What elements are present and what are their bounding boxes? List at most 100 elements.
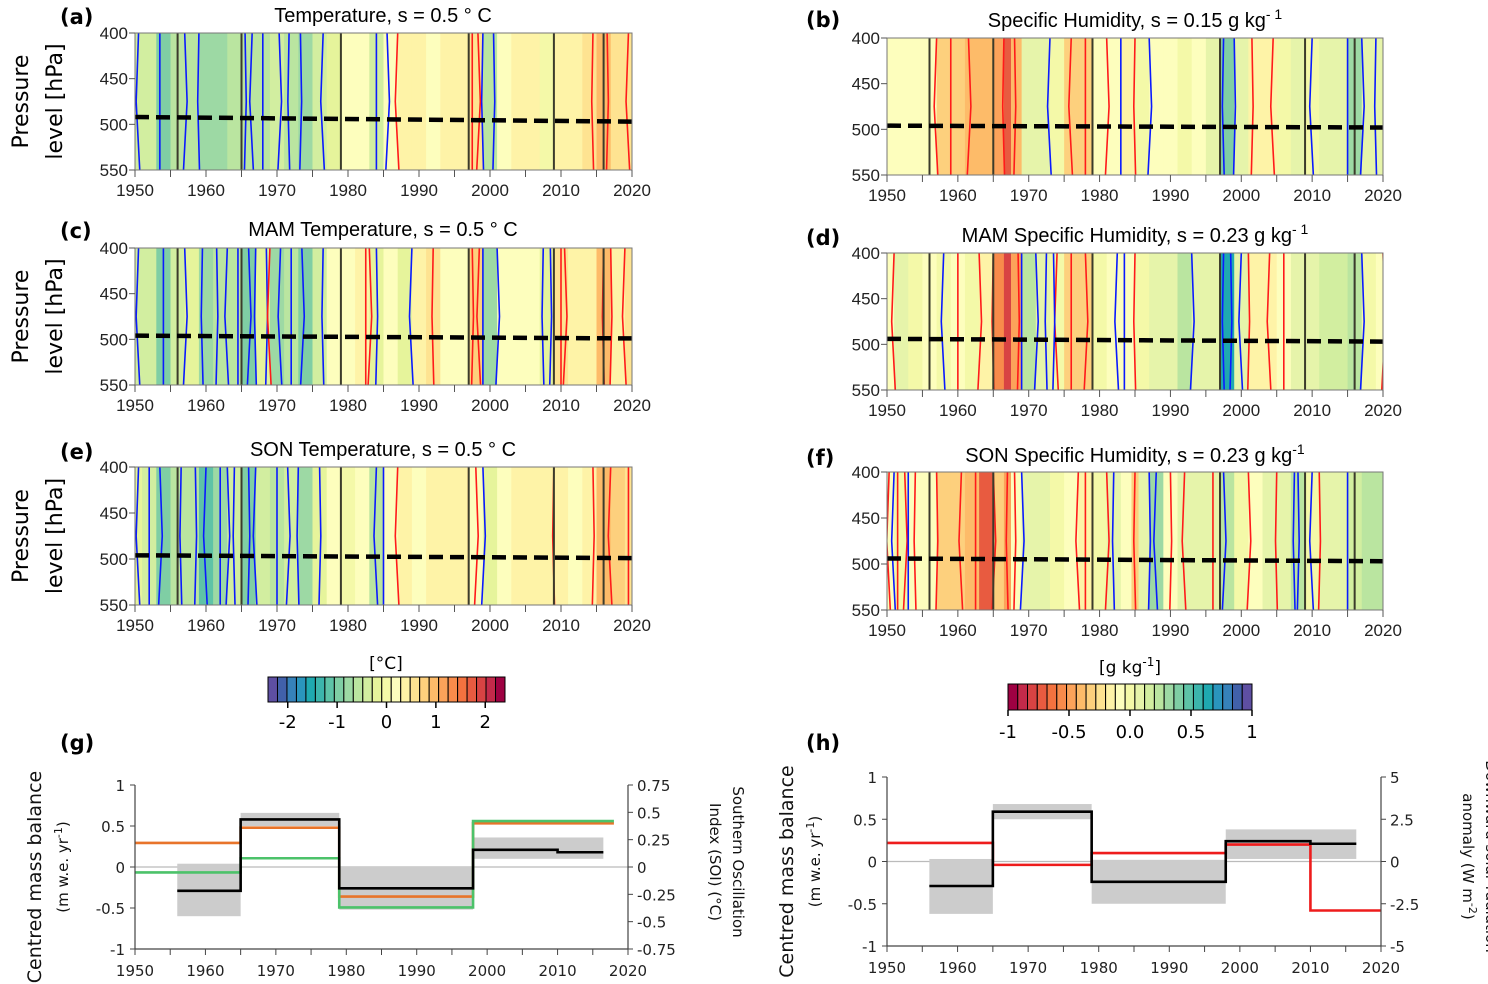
colorbar-swatch bbox=[371, 676, 383, 703]
heatmap-cell bbox=[979, 253, 994, 390]
heatmap-cell bbox=[1163, 472, 1179, 610]
heatmap-cell bbox=[298, 248, 314, 385]
heatmap-cell bbox=[1138, 472, 1150, 610]
contour-line bbox=[157, 467, 164, 605]
heatmap-cell bbox=[1163, 38, 1179, 175]
contour-line bbox=[277, 248, 283, 385]
contour-line bbox=[1052, 253, 1056, 390]
y-axis-units-label: (m w.e. yr-1) bbox=[804, 816, 824, 908]
heatmap-cell bbox=[284, 33, 299, 170]
heatmap-cell bbox=[440, 33, 456, 170]
contour-line bbox=[248, 33, 255, 170]
heatmap-cell bbox=[1021, 38, 1037, 175]
x-tick-label: 1980 bbox=[329, 616, 367, 635]
contour-line bbox=[591, 467, 595, 605]
heatmap-cell bbox=[1375, 253, 1383, 390]
units-text-end: ) bbox=[806, 816, 824, 822]
y2-tick-label: -0.25 bbox=[637, 886, 676, 904]
contour-line bbox=[902, 472, 908, 610]
contour-line bbox=[1083, 253, 1089, 390]
y2-axis-units-label: anomaly (W m-2) bbox=[1459, 793, 1479, 919]
heatmap-cell bbox=[993, 253, 1005, 390]
x-tick-label: 2010 bbox=[1293, 186, 1331, 205]
heatmap-cell bbox=[1191, 253, 1207, 390]
contour-line bbox=[541, 248, 545, 385]
contour-line bbox=[1317, 472, 1322, 610]
contour-line bbox=[1181, 472, 1187, 610]
units-text: Index (SOI) (°C) bbox=[706, 803, 724, 921]
x-tick-label: 1970 bbox=[1010, 186, 1048, 205]
panel-title: MAM Temperature, s = 0.5 ° C bbox=[248, 219, 517, 241]
heatmap bbox=[135, 33, 632, 170]
y2-tick-label: 0.5 bbox=[637, 804, 661, 822]
heatmap-cell bbox=[411, 248, 427, 385]
heatmap-cell bbox=[1135, 38, 1150, 175]
x-tick-label: 1980 bbox=[1081, 186, 1119, 205]
heatmap-cell bbox=[887, 38, 895, 175]
heatmap bbox=[135, 467, 632, 605]
panel-d: (d) MAM Specific Humidity, s = 0.23 g kg-… bbox=[806, 221, 1402, 420]
contour-line bbox=[246, 248, 252, 385]
y-tick-label: 550 bbox=[852, 166, 880, 185]
heatmap-cell bbox=[426, 33, 441, 170]
y-tick-label: 400 bbox=[100, 458, 128, 477]
x-tick-label: 2020 bbox=[1364, 621, 1402, 640]
y-tick-label: 1 bbox=[115, 777, 125, 795]
heatmap-cell bbox=[1305, 38, 1320, 175]
y2-axis-label: Downward solar radiation bbox=[1482, 760, 1488, 952]
contour-line bbox=[367, 248, 373, 385]
x-tick-label: 1990 bbox=[400, 396, 438, 415]
x-tick-label: 1970 bbox=[258, 181, 296, 200]
heatmap-cell bbox=[1220, 472, 1235, 610]
x-tick-label: 2000 bbox=[468, 962, 506, 980]
x-tick-label: 2000 bbox=[1222, 621, 1260, 640]
y-tick-label: 400 bbox=[852, 244, 880, 263]
heatmap-cell bbox=[1276, 38, 1292, 175]
heatmap-cell bbox=[1003, 472, 1012, 610]
y2-tick-label: -2.5 bbox=[1390, 896, 1419, 914]
panel-title-text: Specific Humidity, s = 0.15 g kg bbox=[988, 10, 1266, 32]
contour-line bbox=[1046, 38, 1052, 175]
panel-title-text: Temperature, s = 0.5 ° C bbox=[274, 5, 492, 27]
heatmap-cell bbox=[340, 33, 356, 170]
y-tick-label: 400 bbox=[852, 463, 880, 482]
panel-label: (b) bbox=[806, 8, 840, 32]
panel-h: (h) 1950 1960 1970 1980 1990 2000 2010 2020 1 0.5 0… bbox=[776, 731, 1488, 978]
contour-line bbox=[890, 253, 897, 390]
contour-line bbox=[1033, 253, 1040, 390]
contour-line bbox=[296, 467, 300, 605]
panel-title-text: MAM Specific Humidity, s = 0.23 g kg bbox=[962, 225, 1292, 247]
contour-line bbox=[480, 33, 485, 170]
contour-line bbox=[1373, 38, 1378, 175]
colorbar-swatch bbox=[295, 676, 307, 703]
heatmap-cell bbox=[454, 248, 470, 385]
units-text-end: ) bbox=[1459, 914, 1477, 920]
x-tick-label: 1960 bbox=[939, 401, 977, 420]
contour-line bbox=[225, 467, 231, 605]
heatmap-cell bbox=[936, 38, 952, 175]
heatmap-cell bbox=[525, 33, 541, 170]
heatmap-cell bbox=[1319, 472, 1334, 610]
colorbar-swatch bbox=[314, 676, 326, 703]
panel-label: (h) bbox=[806, 731, 840, 755]
contour-line bbox=[470, 248, 475, 385]
colorbar-tick-label: -1 bbox=[328, 712, 346, 733]
heatmap-cell bbox=[1361, 472, 1377, 610]
colorbar-swatch bbox=[381, 676, 392, 703]
colorbar-swatch bbox=[324, 676, 335, 703]
x-tick-label: 1970 bbox=[258, 396, 296, 415]
contour-line bbox=[232, 467, 236, 605]
heatmap-cell bbox=[1035, 472, 1051, 610]
colorbar-tick-label: -0.5 bbox=[1051, 722, 1086, 743]
x-tick-label: 2020 bbox=[1364, 186, 1402, 205]
x-tick-label: 1990 bbox=[400, 616, 438, 635]
contour-line bbox=[1111, 472, 1116, 610]
heatmap-cell bbox=[1319, 38, 1334, 175]
colorbar-swatch bbox=[447, 676, 459, 703]
contour-line bbox=[135, 467, 141, 605]
y2-tick-label: 0 bbox=[637, 859, 647, 877]
heatmap-cell bbox=[1191, 472, 1207, 610]
heatmap-cell bbox=[184, 33, 200, 170]
heatmap-cell bbox=[539, 467, 555, 605]
